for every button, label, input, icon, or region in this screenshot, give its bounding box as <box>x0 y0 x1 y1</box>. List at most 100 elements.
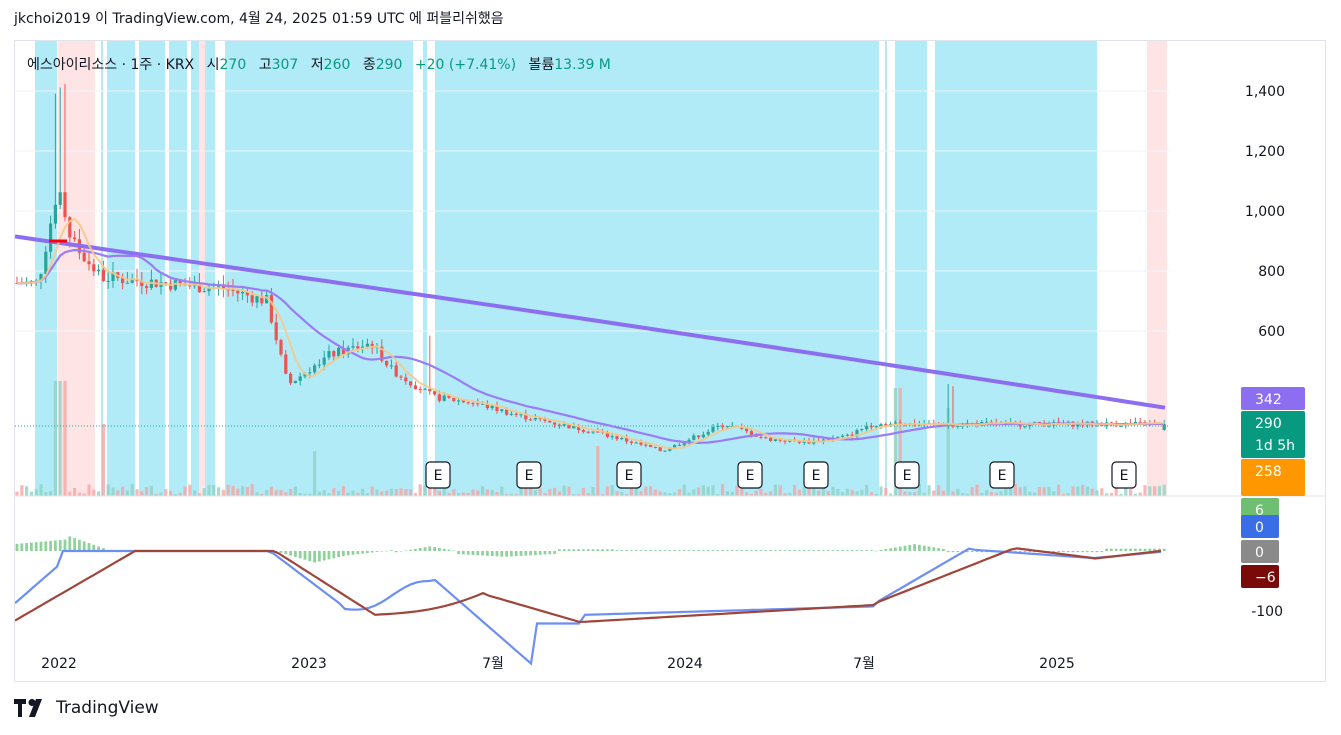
zone-gap <box>95 41 99 496</box>
osc-hist-bar <box>793 550 796 551</box>
candle <box>557 424 561 426</box>
volume-bar <box>1148 486 1152 496</box>
volume-bar <box>197 493 201 496</box>
osc-hist-bar <box>726 550 729 551</box>
time-tick-label: 7월 <box>482 656 504 672</box>
candle <box>841 435 845 437</box>
osc-hist-bar <box>442 548 446 551</box>
volume-bar <box>730 491 734 496</box>
volume-bar <box>869 492 873 496</box>
osc-hist-bar <box>932 547 936 551</box>
volume-bar <box>164 489 168 496</box>
candle <box>481 403 485 405</box>
volume-bar <box>999 491 1003 496</box>
earnings-label: E <box>746 468 755 484</box>
earnings-box <box>737 461 763 489</box>
candle <box>538 418 542 420</box>
price-label-badge: 342 <box>1241 387 1305 410</box>
osc-hist-bar <box>25 543 28 551</box>
osc-hist-bar <box>898 546 902 551</box>
candle <box>418 389 422 391</box>
volume-bar <box>221 489 225 496</box>
volume-bar <box>706 486 710 496</box>
candle <box>725 426 729 428</box>
volume-bar <box>428 488 432 496</box>
osc-label-box <box>1241 540 1279 563</box>
candle <box>553 422 557 425</box>
volume-bar <box>236 488 240 496</box>
candle <box>404 377 408 382</box>
osc-hist-bar <box>558 549 561 551</box>
osc-hist-bar <box>414 548 417 551</box>
volume-bar <box>260 493 264 496</box>
candle <box>778 439 782 441</box>
volume-bar <box>399 488 403 496</box>
earnings-label: E <box>625 468 634 484</box>
volume-bar <box>217 487 221 496</box>
osc-hist-bar <box>500 551 504 557</box>
oscillator-pane <box>15 536 1166 666</box>
candle <box>145 286 149 288</box>
volume-bar <box>764 492 768 496</box>
volume-bar <box>461 492 465 496</box>
volume-bar <box>1018 487 1022 496</box>
volume-bar <box>39 484 43 496</box>
legend-open: 270 <box>219 57 247 73</box>
volume-bar <box>1047 486 1051 496</box>
volume-bar <box>586 493 590 496</box>
volume-bars <box>15 381 1166 496</box>
legend-low-label: 저 <box>310 57 324 73</box>
osc-hist-bar <box>769 550 772 551</box>
candle <box>509 413 513 415</box>
tradingview-logo[interactable]: TradingView <box>14 698 159 718</box>
candle <box>87 261 91 265</box>
candle <box>567 424 571 429</box>
osc-hist-bar <box>97 546 100 551</box>
osc-hist-bar <box>1148 548 1152 551</box>
osc-hist-bar <box>702 550 705 551</box>
zone-gap <box>187 41 191 496</box>
volume-bar <box>855 491 859 496</box>
volume-bar <box>351 490 355 496</box>
candle <box>721 425 725 427</box>
volume-bar <box>413 493 417 496</box>
volume-bar <box>53 381 57 496</box>
osc-hist-bar <box>399 551 403 552</box>
volume-bar <box>673 492 677 496</box>
legend-symbol[interactable]: 에스아이리소스 · 1주 · KRX <box>27 57 195 73</box>
volume-bar <box>49 491 53 496</box>
volume-bar <box>77 492 81 496</box>
earnings-marker: E <box>737 461 763 489</box>
zone-gap <box>135 41 139 496</box>
osc-hist-bar <box>1052 551 1056 553</box>
candle <box>879 424 883 426</box>
volume-bar <box>284 492 288 496</box>
volume-bar <box>423 485 427 496</box>
volume-bar <box>663 492 667 496</box>
candle <box>629 441 633 443</box>
candle <box>577 425 581 430</box>
volume-bar <box>442 487 446 496</box>
candle <box>524 414 528 420</box>
candle <box>1162 424 1166 430</box>
candle <box>399 376 403 378</box>
legend-volume-label: 볼륨 <box>528 57 555 73</box>
osc-hist-bar <box>78 539 81 551</box>
osc-hist-bar <box>644 550 648 551</box>
price-label-box <box>1241 387 1305 410</box>
osc-hist-bar <box>783 550 787 551</box>
time-tick-label: 2025 <box>1039 656 1075 672</box>
candle <box>226 289 230 291</box>
candle <box>442 395 446 401</box>
osc-label-badge: 0 <box>1241 515 1279 538</box>
earnings-marker: E <box>894 461 920 489</box>
candle <box>1076 422 1080 427</box>
price-label-value: 290 <box>1255 416 1282 432</box>
volume-bar <box>821 488 825 496</box>
osc-hist-bar <box>63 539 67 551</box>
candle <box>39 273 43 281</box>
osc-hist-bar <box>970 551 974 553</box>
volume-bar <box>625 493 629 496</box>
osc-hist-bar <box>874 550 878 552</box>
